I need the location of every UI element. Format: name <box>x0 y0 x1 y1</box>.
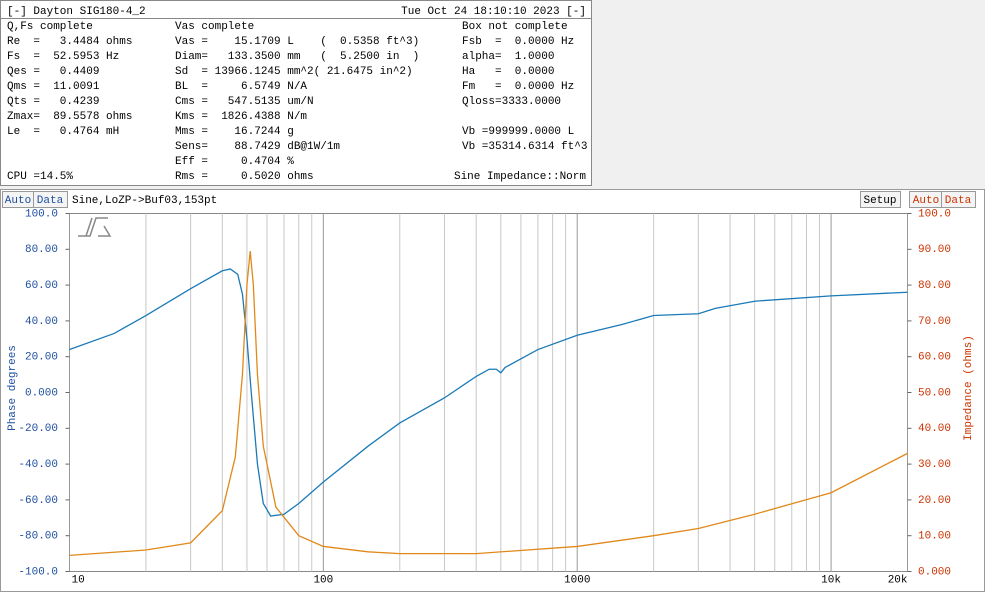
panel-title: [-] Dayton SIG180-4_2 <box>7 6 146 18</box>
parameter: Qms = 11.0091 <box>7 81 100 93</box>
x-tick-label: 100 <box>313 574 333 586</box>
y-tick-label: 60.00 <box>25 280 58 292</box>
results-panel <box>0 0 592 186</box>
parameter: Zmax= 89.5578 ohms <box>7 111 132 123</box>
x-tick-label: 20k <box>888 574 908 586</box>
button-label[interactable]: Auto <box>913 195 939 207</box>
parameter: Vb =999999.0000 L <box>462 126 574 138</box>
mode-readout: Sine Impedance::Norm <box>454 171 586 183</box>
parameter: Eff = 0.4704 % <box>175 156 294 168</box>
y2-tick-label: 90.00 <box>918 244 951 256</box>
cpu-readout: CPU =14.5% <box>7 171 73 183</box>
y2-tick-label: 20.00 <box>918 495 951 507</box>
y2-tick-label: 0.000 <box>918 566 951 578</box>
data-button[interactable] <box>33 191 68 208</box>
button-label[interactable]: Auto <box>5 195 31 207</box>
parameter: Qts = 0.4239 <box>7 96 99 108</box>
parameter: Cms = 547.5135 um/N <box>175 96 314 108</box>
y2-tick-label: 50.00 <box>918 387 951 399</box>
parameter: Fm = 0.0000 Hz <box>462 81 574 93</box>
x-tick-label: 10k <box>821 574 841 586</box>
parameter: Sens= 88.7429 dB@1W/1m <box>175 141 340 153</box>
column-heading: Vas complete <box>175 21 254 33</box>
y2-tick-label: 100.0 <box>918 208 951 220</box>
y-tick-label: -40.00 <box>18 459 58 471</box>
y2-axis-label: Impedance (ohms) <box>963 335 975 441</box>
parameter: Vas = 15.1709 L ( 0.5358 ft^3) <box>175 36 419 48</box>
parameter: Mms = 16.7244 g <box>175 126 294 138</box>
y-tick-label: -20.00 <box>18 423 58 435</box>
logo <box>78 217 112 237</box>
parameter: Fsb = 0.0000 Hz <box>462 36 574 48</box>
parameter: Kms = 1826.4388 N/m <box>175 111 307 123</box>
button-label[interactable]: Setup <box>863 195 896 207</box>
parameter: BL = 6.5749 N/A <box>175 81 307 93</box>
parameter: Vb =35314.6314 ft^3 <box>462 141 587 153</box>
y-tick-label: 100.0 <box>25 208 58 220</box>
y2-tick-label: 40.00 <box>918 423 951 435</box>
button-label[interactable]: Data <box>945 195 972 207</box>
y2-tick-label: 70.00 <box>918 316 951 328</box>
series-line <box>69 268 908 517</box>
y2-tick-label: 10.00 <box>918 531 951 543</box>
y-tick-label: 20.00 <box>25 352 58 364</box>
plot-area <box>69 213 908 572</box>
data-button[interactable] <box>941 191 976 208</box>
x-tick-label: 1000 <box>564 574 590 586</box>
parameter: Ha = 0.0000 <box>462 66 554 78</box>
setup-button[interactable] <box>860 191 901 208</box>
y2-tick-label: 30.00 <box>918 459 951 471</box>
y-tick-label: -100.0 <box>18 566 58 578</box>
y-tick-label: 40.00 <box>25 316 58 328</box>
x-tick-label: 10 <box>72 574 85 586</box>
parameter: Qes = 0.4409 <box>7 66 99 78</box>
parameter: Rms = 0.5020 ohms <box>175 171 314 183</box>
column-heading: Box not complete <box>462 21 568 33</box>
y-tick-label: 80.00 <box>25 244 58 256</box>
parameter: Sd = 13966.1245 mm^2( 21.6475 in^2) <box>175 66 413 78</box>
y2-tick-label: 60.00 <box>918 352 951 364</box>
parameter: Fs = 52.5953 Hz <box>7 51 119 63</box>
y-tick-label: 0.000 <box>25 387 58 399</box>
y-tick-label: -80.00 <box>18 531 58 543</box>
parameter: alpha= 1.0000 <box>462 51 554 63</box>
panel-date: Tue Oct 24 18:10:10 2023 [-] <box>401 6 586 18</box>
parameter: Re = 3.4484 ohms <box>7 36 132 48</box>
parameter: Qloss=3333.0000 <box>462 96 561 108</box>
y-tick-label: -60.00 <box>18 495 58 507</box>
y-axis-label: Phase degrees <box>7 345 19 431</box>
parameter: Diam= 133.3500 mm ( 5.2500 in ) <box>175 51 419 63</box>
series-line <box>69 251 908 557</box>
parameter: Le = 0.4764 mH <box>7 126 119 138</box>
column-heading: Q,Fs complete <box>7 21 93 33</box>
button-label[interactable]: Data <box>37 195 64 207</box>
y2-tick-label: 80.00 <box>918 280 951 292</box>
trace-name: Sine,LoZP->Buf03,153pt <box>72 195 217 207</box>
